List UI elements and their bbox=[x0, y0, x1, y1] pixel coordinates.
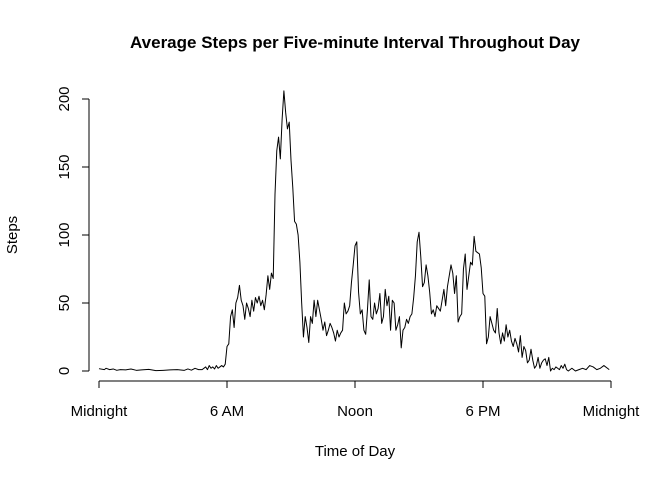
x-tick-label: 6 PM bbox=[465, 403, 500, 420]
plot-area bbox=[98, 90, 610, 372]
x-axis-label: Time of Day bbox=[315, 443, 396, 460]
y-tick-label: 0 bbox=[56, 367, 73, 375]
y-axis-label: Steps bbox=[4, 216, 21, 254]
y-tick-label: 50 bbox=[56, 295, 73, 312]
series-line bbox=[98, 90, 610, 372]
x-tick-label: Midnight bbox=[71, 403, 129, 420]
x-tick-label: Midnight bbox=[583, 403, 641, 420]
x-axis-ticks: Midnight 6 AM Noon 6 PM Midnight bbox=[71, 381, 641, 420]
y-axis-ticks: 0 50 100 150 200 bbox=[56, 86, 89, 375]
chart-title: Average Steps per Five-minute Interval T… bbox=[130, 33, 581, 52]
x-tick-label: Noon bbox=[337, 403, 373, 420]
y-tick-label: 200 bbox=[56, 86, 73, 111]
y-tick-label: 100 bbox=[56, 222, 73, 247]
x-tick-label: 6 AM bbox=[210, 403, 244, 420]
y-tick-label: 150 bbox=[56, 154, 73, 179]
